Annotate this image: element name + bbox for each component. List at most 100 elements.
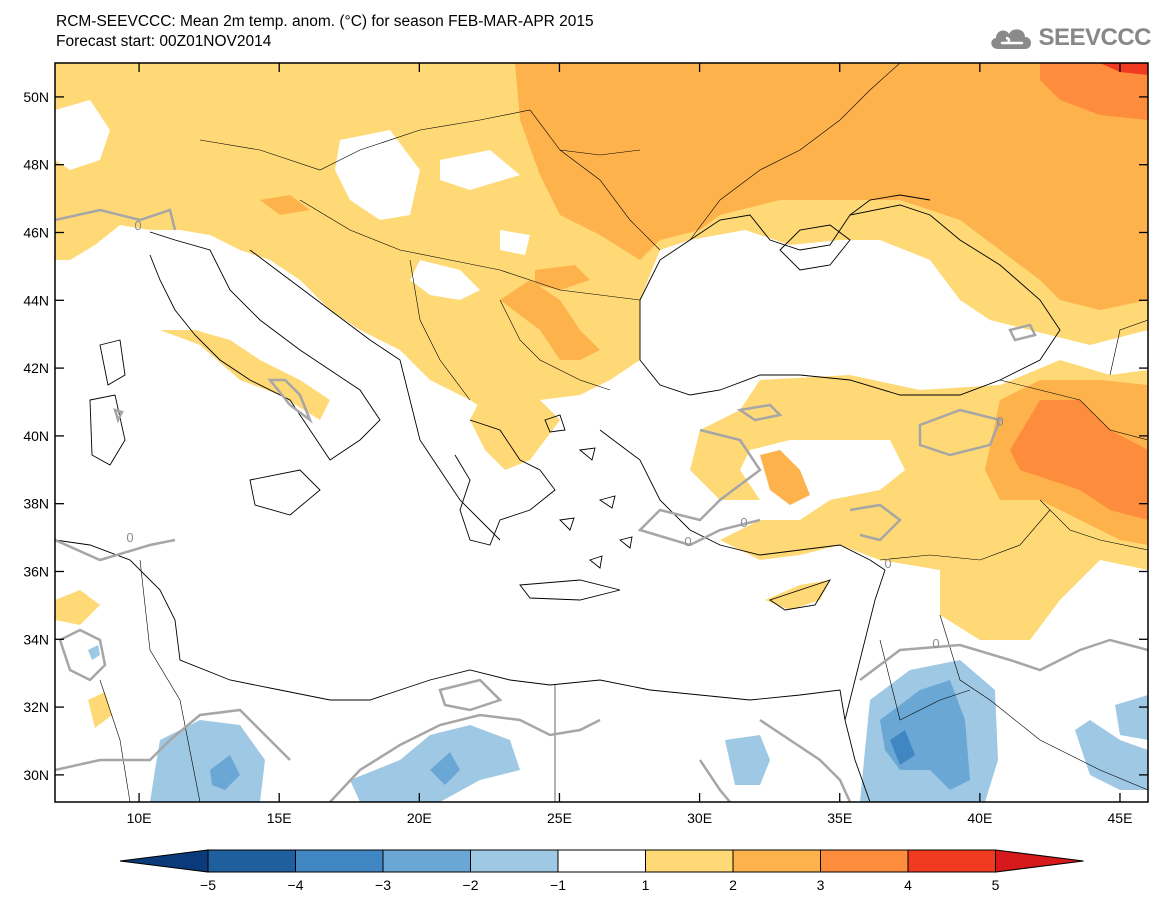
colorbar: −5 −4 −3 −2 −1 1 2 3 4 5 bbox=[119, 849, 1084, 893]
anomaly-area-1-2-cyprus bbox=[765, 580, 830, 610]
lat-tick-label: 36N bbox=[23, 563, 49, 579]
colorbar-segment bbox=[382, 849, 471, 873]
national-borders bbox=[99, 63, 1148, 802]
anomaly-area-neg2-3-libya bbox=[210, 755, 240, 790]
lat-tick-label: 30N bbox=[23, 767, 49, 783]
white-hole-czech bbox=[335, 130, 420, 220]
crimea bbox=[779, 224, 851, 271]
lat-tick-label: 32N bbox=[23, 699, 49, 715]
anomaly-area-3-4-northeast bbox=[1040, 63, 1148, 120]
anomaly-area-4-5 bbox=[1100, 63, 1148, 75]
colorbar-label: −4 bbox=[288, 877, 304, 893]
colorbar-label: −1 bbox=[550, 877, 566, 893]
logo-text: SEEVCCC bbox=[1038, 24, 1151, 51]
colorbar-segment bbox=[470, 849, 559, 873]
anomaly-area-1-2-italy bbox=[160, 330, 330, 420]
lon-tick-label: 15E bbox=[267, 810, 292, 826]
contour-labels: 0 0 0 0 0 0 0 bbox=[126, 218, 1003, 651]
white-hole-ukraine-2 bbox=[440, 150, 520, 190]
lat-tick-label: 50N bbox=[23, 89, 49, 105]
greece-coast bbox=[454, 419, 556, 546]
seevccc-logo: SEEVCCC bbox=[988, 22, 1151, 54]
latitude-axis: 50N 48N 46N 44N 42N 40N 38N 36N 34N 32N 30N bbox=[23, 89, 1148, 783]
azov-coast bbox=[849, 194, 931, 216]
lat-tick-label: 48N bbox=[23, 157, 49, 173]
turkey-south-coast bbox=[599, 429, 886, 571]
anomaly-area-3-4-armenia bbox=[1010, 400, 1148, 520]
anomaly-area-neg1-2-egypt bbox=[725, 735, 770, 785]
anomaly-area-1-2-tunisia bbox=[55, 590, 100, 625]
white-hole-hungary bbox=[410, 260, 480, 300]
colorbar-label: −5 bbox=[200, 877, 216, 893]
zero-contours bbox=[55, 208, 1148, 802]
contour-label-zero: 0 bbox=[996, 414, 1003, 429]
colorbar-label: 3 bbox=[817, 877, 825, 893]
map-title: RCM-SEEVCCC: Mean 2m temp. anom. (°C) fo… bbox=[56, 12, 594, 52]
colorbar-label: 2 bbox=[729, 877, 737, 893]
lat-tick-label: 38N bbox=[23, 496, 49, 512]
colorbar-segment bbox=[907, 849, 996, 873]
colorbar-segment bbox=[207, 849, 296, 873]
colorbar-label: −2 bbox=[463, 877, 479, 893]
title-line-2: Forecast start: 00Z01NOV2014 bbox=[56, 33, 272, 50]
lon-tick-label: 45E bbox=[1108, 810, 1133, 826]
africa-coast bbox=[55, 539, 846, 721]
white-hole-ukraine-1 bbox=[500, 230, 530, 255]
coastlines bbox=[55, 194, 1061, 802]
colorbar-arrow-high bbox=[995, 849, 1084, 873]
lon-tick-label: 25E bbox=[547, 810, 572, 826]
anomaly-field bbox=[55, 63, 1148, 802]
colorbar-segment bbox=[295, 849, 384, 873]
lon-tick-label: 10E bbox=[127, 810, 152, 826]
title-line-1: RCM-SEEVCCC: Mean 2m temp. anom. (°C) fo… bbox=[56, 13, 594, 30]
anomaly-area-2-3-anatolia bbox=[760, 450, 810, 505]
contour-label-zero: 0 bbox=[684, 534, 691, 549]
anomaly-area-2-3-italy-north bbox=[260, 195, 310, 215]
anomaly-area-neg1-2-libya-east bbox=[350, 725, 520, 802]
lat-tick-label: 42N bbox=[23, 360, 49, 376]
longitude-axis: 10E 15E 20E 25E 30E 35E 40E 45E bbox=[127, 63, 1133, 826]
colorbar-label: −3 bbox=[375, 877, 391, 893]
white-hole-po bbox=[150, 230, 330, 345]
lon-tick-label: 30E bbox=[687, 810, 712, 826]
white-hole-alps bbox=[55, 100, 110, 170]
contour-label-zero: 0 bbox=[932, 636, 939, 651]
contour-label-zero: 0 bbox=[134, 218, 141, 233]
aegean-islands bbox=[544, 414, 633, 569]
colorbar-segment bbox=[645, 849, 734, 873]
colorbar-label: 1 bbox=[642, 877, 650, 893]
lon-tick-label: 40E bbox=[967, 810, 992, 826]
lon-tick-label: 20E bbox=[407, 810, 432, 826]
cyprus bbox=[768, 579, 832, 611]
colorbar-label: 5 bbox=[992, 877, 1000, 893]
anomaly-area-2-3-romania bbox=[500, 280, 600, 360]
anomaly-area-1-2-libya bbox=[88, 692, 112, 728]
anomaly-area-1-2-balkan-south bbox=[470, 400, 560, 470]
adriatic-east-coast bbox=[249, 249, 501, 541]
cloud-icon bbox=[991, 29, 1032, 49]
italy-coast bbox=[149, 231, 381, 461]
lat-tick-label: 40N bbox=[23, 428, 49, 444]
anomaly-area-neg3-4-saudi bbox=[890, 730, 915, 765]
lon-tick-label: 35E bbox=[827, 810, 852, 826]
corsica bbox=[99, 339, 126, 386]
anomaly-area-neg1-2-tunisia bbox=[88, 645, 100, 660]
colorbar-label: 4 bbox=[904, 877, 912, 893]
lat-tick-label: 34N bbox=[23, 631, 49, 647]
contour-label-zero: 0 bbox=[126, 530, 133, 545]
sicily bbox=[249, 469, 321, 516]
anomaly-area-2-3-east bbox=[515, 63, 1148, 310]
sardinia bbox=[89, 394, 126, 466]
anomaly-area-2-3-hungary bbox=[535, 265, 590, 290]
colorbar-segment bbox=[732, 849, 821, 873]
contour-label-zero: 0 bbox=[884, 556, 891, 571]
levant-coast bbox=[844, 569, 886, 721]
map-frame bbox=[54, 62, 1149, 803]
contour-label-zero: 0 bbox=[740, 515, 747, 530]
anomaly-area-neg1-2-libya-west bbox=[150, 720, 265, 802]
colorbar-segment bbox=[820, 849, 909, 873]
lat-tick-label: 44N bbox=[23, 292, 49, 308]
anomaly-area-neg1-2-iran bbox=[1115, 695, 1148, 740]
crete bbox=[519, 579, 621, 601]
